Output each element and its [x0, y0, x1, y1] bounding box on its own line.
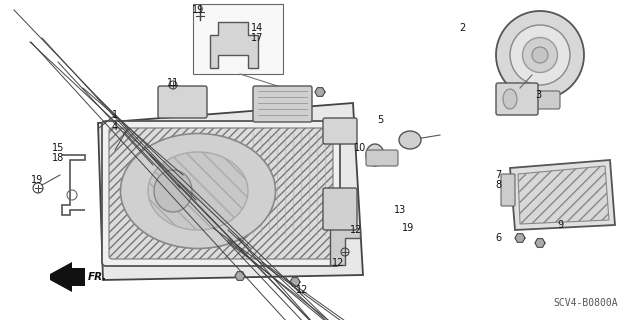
Ellipse shape — [399, 131, 421, 149]
Text: 19: 19 — [192, 5, 204, 15]
Text: 19: 19 — [31, 175, 43, 185]
FancyBboxPatch shape — [520, 91, 560, 109]
Text: 15: 15 — [52, 143, 64, 153]
Ellipse shape — [510, 25, 570, 85]
Text: 7: 7 — [495, 170, 501, 180]
Text: FR.: FR. — [88, 272, 108, 282]
Polygon shape — [235, 272, 245, 280]
Text: 14: 14 — [251, 23, 263, 33]
Polygon shape — [330, 228, 360, 265]
FancyBboxPatch shape — [323, 118, 357, 144]
Ellipse shape — [532, 47, 548, 63]
Ellipse shape — [496, 11, 584, 99]
Text: 3: 3 — [535, 90, 541, 100]
FancyBboxPatch shape — [501, 174, 515, 206]
Polygon shape — [315, 88, 325, 96]
Ellipse shape — [503, 89, 517, 109]
Polygon shape — [515, 234, 525, 242]
Polygon shape — [290, 278, 300, 286]
Text: 19: 19 — [402, 223, 414, 233]
Text: 10: 10 — [354, 143, 366, 153]
Ellipse shape — [522, 37, 557, 73]
Text: 2: 2 — [459, 23, 465, 33]
FancyBboxPatch shape — [496, 83, 538, 115]
Polygon shape — [98, 103, 363, 280]
FancyBboxPatch shape — [109, 128, 333, 259]
Polygon shape — [518, 166, 609, 224]
FancyBboxPatch shape — [102, 121, 340, 266]
Ellipse shape — [366, 144, 384, 166]
Text: 17: 17 — [251, 33, 263, 43]
Text: SCV4-B0800A: SCV4-B0800A — [554, 298, 618, 308]
Bar — [193, 4, 283, 74]
Text: 8: 8 — [495, 180, 501, 190]
FancyBboxPatch shape — [253, 86, 312, 122]
FancyBboxPatch shape — [323, 188, 357, 230]
Text: 11: 11 — [167, 78, 179, 88]
Text: 6: 6 — [495, 233, 501, 243]
FancyBboxPatch shape — [366, 150, 398, 166]
Polygon shape — [50, 262, 85, 292]
Ellipse shape — [148, 152, 248, 230]
Text: 1: 1 — [112, 110, 118, 120]
FancyBboxPatch shape — [158, 86, 207, 118]
Text: 12: 12 — [350, 225, 362, 235]
Text: 9: 9 — [557, 220, 563, 230]
Ellipse shape — [154, 170, 192, 212]
Ellipse shape — [120, 133, 275, 249]
Text: 18: 18 — [52, 153, 64, 163]
Polygon shape — [535, 239, 545, 247]
Text: 5: 5 — [377, 115, 383, 125]
Text: 4: 4 — [112, 122, 118, 132]
Polygon shape — [510, 160, 615, 230]
Polygon shape — [210, 22, 258, 68]
Text: 13: 13 — [394, 205, 406, 215]
Text: 12: 12 — [296, 285, 308, 295]
Text: 12: 12 — [332, 258, 344, 268]
